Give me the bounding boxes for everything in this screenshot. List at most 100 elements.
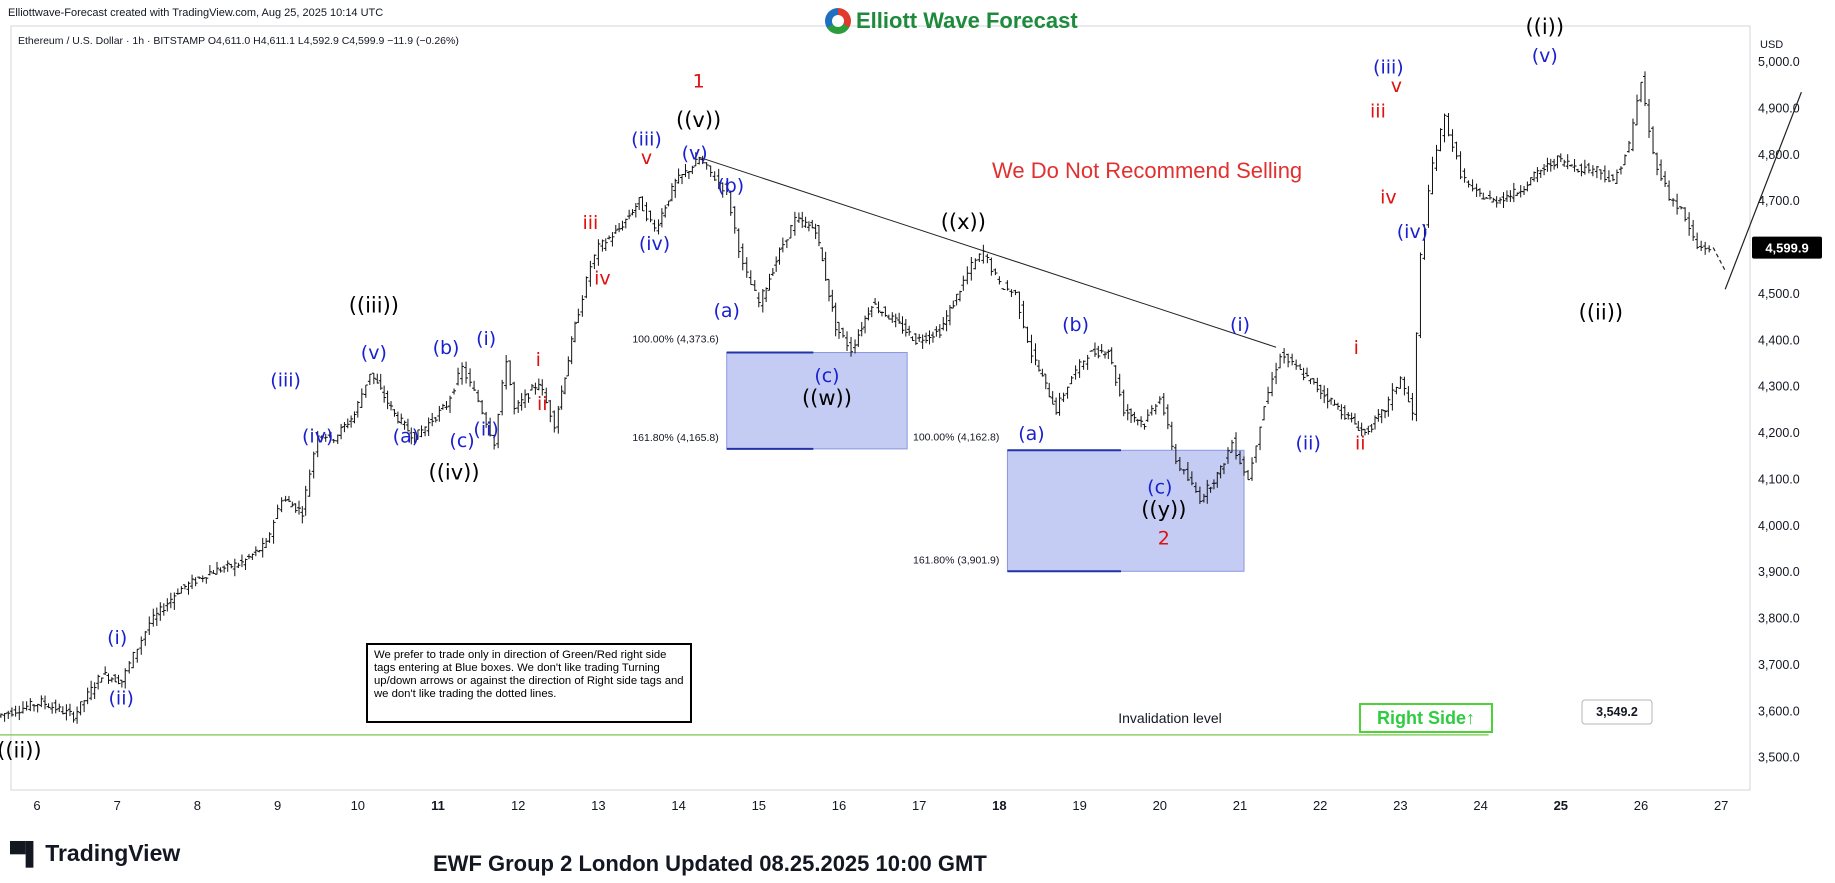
time-tick-label: 16 bbox=[832, 798, 846, 813]
wave-label: ((iv)) bbox=[429, 460, 480, 484]
wave-label: (a) bbox=[713, 300, 739, 322]
wave-label: (v) bbox=[682, 142, 708, 164]
ewf-logo-icon bbox=[825, 8, 851, 34]
price-tick-label: 3,600.0 bbox=[1758, 704, 1800, 718]
wave-label: v bbox=[1391, 75, 1402, 97]
wave-label: iv bbox=[1380, 186, 1397, 208]
time-tick-label: 27 bbox=[1714, 798, 1728, 813]
time-tick-label: 24 bbox=[1473, 798, 1487, 813]
wave-label: (ii) bbox=[473, 418, 498, 440]
time-tick-label: 22 bbox=[1313, 798, 1327, 813]
wave-label: (iii) bbox=[1373, 57, 1404, 79]
price-tick-label: 3,900.0 bbox=[1758, 565, 1800, 579]
brand-name: Elliott Wave Forecast bbox=[856, 8, 1078, 33]
fib-level-label: 161.80% (4,165.8) bbox=[632, 432, 718, 444]
fib-box-1 bbox=[726, 352, 908, 450]
wave-label: ((w)) bbox=[802, 386, 852, 410]
wave-label: (iv) bbox=[639, 233, 670, 255]
fib-level-label: 161.80% (3,901.9) bbox=[913, 554, 999, 566]
wave-label: (iv) bbox=[302, 425, 333, 447]
wave-label: (iii) bbox=[631, 128, 662, 150]
wave-label: i bbox=[536, 349, 541, 371]
price-tick-label: 4,200.0 bbox=[1758, 426, 1800, 440]
wave-label: (i) bbox=[107, 627, 127, 649]
time-tick-label: 14 bbox=[671, 798, 685, 813]
time-tick-label: 6 bbox=[33, 798, 40, 813]
wave-label: iii bbox=[582, 212, 598, 234]
price-tick-label: 3,800.0 bbox=[1758, 612, 1800, 626]
wave-label: ((ii)) bbox=[0, 739, 42, 763]
price-tick-label: 4,700.0 bbox=[1758, 194, 1800, 208]
wave-label: (b) bbox=[717, 175, 744, 197]
trendline bbox=[698, 156, 1277, 348]
price-tick-label: 3,700.0 bbox=[1758, 658, 1800, 672]
wave-label: ((i)) bbox=[1525, 15, 1564, 39]
wave-label: 1 bbox=[693, 71, 705, 93]
time-tick-label: 17 bbox=[912, 798, 926, 813]
arrow-up-icon: ↑ bbox=[1466, 708, 1475, 728]
currency-label: USD bbox=[1760, 39, 1783, 51]
price-tick-label: 3,500.0 bbox=[1758, 751, 1800, 765]
invalidation-price-tag bbox=[1581, 699, 1653, 725]
tradingview-wordmark: TradingView bbox=[45, 840, 181, 866]
invalidation-price-label: 3,549.2 bbox=[1596, 705, 1638, 719]
time-tick-label: 18 bbox=[992, 798, 1006, 813]
wave-label: (ii) bbox=[1295, 432, 1320, 454]
price-tick-label: 4,900.0 bbox=[1758, 101, 1800, 115]
candles-group bbox=[0, 71, 1712, 724]
tradingview-logo: ▀▌ TradingView bbox=[10, 840, 180, 867]
time-tick-label: 26 bbox=[1634, 798, 1648, 813]
update-footer: EWF Group 2 London Updated 08.25.2025 10… bbox=[433, 851, 987, 876]
price-tick-label: 4,400.0 bbox=[1758, 333, 1800, 347]
time-tick-label: 11 bbox=[431, 798, 445, 813]
price-tick-label: 5,000.0 bbox=[1758, 55, 1800, 69]
wave-label: (b) bbox=[433, 337, 460, 359]
wave-label: ii bbox=[537, 393, 548, 415]
wave-label: ((y)) bbox=[1141, 498, 1186, 522]
time-tick-label: 21 bbox=[1233, 798, 1247, 813]
wave-label: (v) bbox=[361, 342, 387, 364]
wave-label: iv bbox=[594, 268, 611, 290]
wave-label: (iv) bbox=[1397, 221, 1428, 243]
fib-level-label: 100.00% (4,162.8) bbox=[913, 431, 999, 443]
price-tick-label: 4,800.0 bbox=[1758, 148, 1800, 162]
trading-note-box: We prefer to trade only in direction of … bbox=[366, 643, 692, 723]
invalidation-label: Invalidation level bbox=[1118, 710, 1222, 726]
fib-level-label: 100.00% (4,373.6) bbox=[632, 334, 718, 346]
wave-label: 2 bbox=[1158, 527, 1170, 549]
tv-mark-icon: ▀▌ bbox=[10, 840, 42, 866]
time-tick-label: 7 bbox=[114, 798, 121, 813]
time-tick-label: 19 bbox=[1072, 798, 1086, 813]
symbol-ohlc-line[interactable]: Ethereum / U.S. Dollar · 1h · BITSTAMP O… bbox=[18, 35, 459, 47]
time-tick-label: 10 bbox=[351, 798, 365, 813]
right-side-tag: Right Side↑ bbox=[1359, 703, 1493, 733]
price-tick-label: 4,100.0 bbox=[1758, 472, 1800, 486]
time-tick-label: 15 bbox=[752, 798, 766, 813]
not-recommend-selling-text: We Do Not Recommend Selling bbox=[992, 158, 1303, 183]
brand-logo: Elliott Wave Forecast bbox=[825, 6, 1078, 36]
wave-label: iii bbox=[1370, 101, 1386, 123]
time-tick-label: 12 bbox=[511, 798, 525, 813]
wave-label: v bbox=[641, 147, 652, 169]
time-tick-label: 13 bbox=[591, 798, 605, 813]
wave-label: (a) bbox=[393, 425, 419, 447]
chart-credit: Elliottwave-Forecast created with Tradin… bbox=[8, 7, 384, 19]
last-price-tag bbox=[1752, 236, 1822, 259]
projection-line bbox=[1724, 91, 1802, 290]
price-tick-label: 4,000.0 bbox=[1758, 519, 1800, 533]
wave-label: ((v)) bbox=[676, 108, 721, 132]
wave-label: (i) bbox=[1230, 314, 1250, 336]
wave-label: (iii) bbox=[270, 370, 301, 392]
last-price-label: 4,599.9 bbox=[1765, 241, 1808, 256]
wave-label: ((iii)) bbox=[349, 293, 399, 317]
right-side-label: Right Side bbox=[1377, 708, 1466, 728]
wave-label: (i) bbox=[476, 328, 496, 350]
fib-box-2 bbox=[1006, 449, 1245, 572]
wave-label: (a) bbox=[1018, 423, 1044, 445]
wave-label: (v) bbox=[1532, 45, 1558, 67]
wave-label: (c) bbox=[449, 430, 474, 452]
wave-label: ((x)) bbox=[941, 210, 986, 234]
wave-label: (ii) bbox=[109, 687, 134, 709]
time-tick-label: 25 bbox=[1554, 798, 1568, 813]
